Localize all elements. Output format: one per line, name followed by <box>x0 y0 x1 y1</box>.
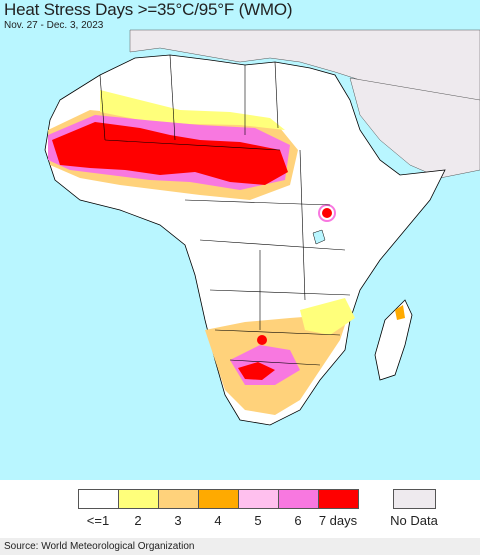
source-bar <box>0 538 480 555</box>
southern-africa-yellow <box>300 298 355 335</box>
southern-africa-red <box>238 362 275 380</box>
lake-victoria <box>312 229 326 245</box>
east-africa-hotspot <box>322 208 332 218</box>
legend-label: 6 <box>294 513 302 528</box>
sahel-red-core <box>52 122 288 185</box>
legend-swatch <box>278 489 319 509</box>
sahel-yellow-edge <box>100 90 285 130</box>
legend-label: 7 days <box>318 513 358 528</box>
arabia-nodata-region <box>349 77 480 179</box>
source-credit: Source: World Meteorological Organizatio… <box>4 541 195 552</box>
page-title: Heat Stress Days >=35°C/95°F (WMO) <box>4 0 293 19</box>
legend-swatch <box>158 489 199 509</box>
africa-heat-stress-map <box>0 0 480 480</box>
legend-swatch <box>238 489 279 509</box>
legend-swatch <box>198 489 239 509</box>
legend-swatch <box>78 489 119 509</box>
country-borders <box>99 54 351 366</box>
legend-label-nodata: No Data <box>390 513 438 528</box>
date-range: Nov. 27 - Dec. 3, 2023 <box>4 20 104 31</box>
legend-label: 4 <box>214 513 222 528</box>
madagascar-hotspot <box>395 305 405 320</box>
namibia-hotspot <box>257 335 267 345</box>
madagascar <box>374 299 413 381</box>
legend-label: 5 <box>254 513 262 528</box>
legend-swatch <box>318 489 359 509</box>
legend-swatch <box>118 489 159 509</box>
legend-label: <=1 <box>86 513 110 528</box>
legend-label: 3 <box>174 513 182 528</box>
legend-swatch-nodata <box>393 489 436 509</box>
legend-label: 2 <box>134 513 142 528</box>
